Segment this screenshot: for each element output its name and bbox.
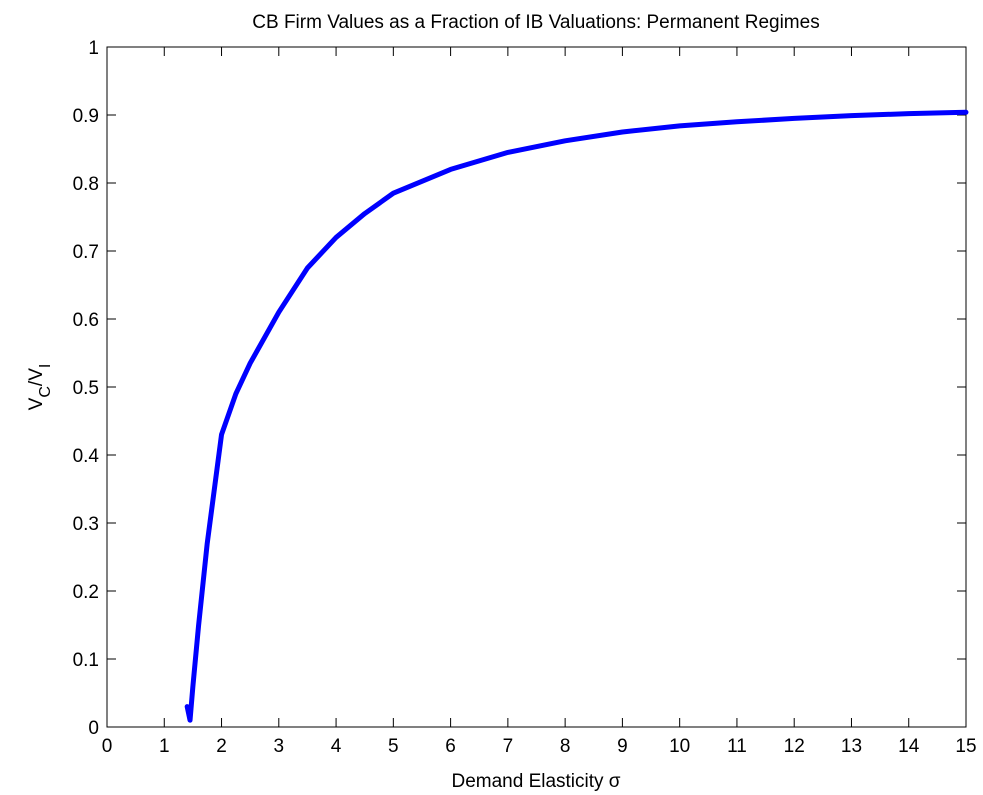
x-tick-label: 3 — [274, 736, 285, 757]
x-tick-label: 5 — [388, 736, 399, 757]
y-label-sub: I — [37, 364, 54, 368]
y-tick-label: 0.8 — [73, 174, 99, 195]
y-tick-label: 0.4 — [73, 446, 100, 467]
x-tick-label: 12 — [784, 736, 805, 757]
x-tick-label: 7 — [503, 736, 514, 757]
x-tick-label: 10 — [669, 736, 690, 757]
y-tick-label: 0.1 — [73, 650, 99, 671]
x-tick-label: 1 — [159, 736, 170, 757]
x-tick-label: 15 — [955, 736, 976, 757]
x-tick-label: 9 — [617, 736, 628, 757]
data-line — [184, 109, 969, 723]
x-tick-label: 13 — [841, 736, 862, 757]
x-tick-label: 2 — [216, 736, 227, 757]
y-label-part: /V — [26, 368, 47, 386]
y-label-sub: C — [37, 386, 54, 398]
y-tick-label: 0.5 — [73, 378, 99, 399]
y-tick-label: 0.6 — [73, 310, 99, 331]
chart-title: CB Firm Values as a Fraction of IB Valua… — [252, 12, 819, 33]
y-label-part: V — [26, 397, 47, 410]
x-axis-label: Demand Elasticity σ — [451, 771, 620, 792]
plot-area — [106, 46, 967, 728]
y-tick-label: 0.2 — [73, 582, 99, 603]
y-tick-label: 0.3 — [73, 514, 99, 535]
x-tick-label: 11 — [727, 736, 747, 757]
y-tick-label: 0.7 — [73, 242, 99, 263]
x-tick-label: 8 — [560, 736, 571, 757]
x-tick-label: 6 — [445, 736, 456, 757]
x-tick-label: 0 — [102, 736, 113, 757]
y-tick-label: 1 — [88, 38, 99, 59]
x-tick-label: 14 — [898, 736, 920, 757]
x-tick-label: 4 — [331, 736, 342, 757]
y-tick-label: 0 — [88, 718, 99, 739]
y-tick-label: 0.9 — [73, 106, 99, 127]
y-axis-label: VC/VI — [26, 364, 54, 411]
